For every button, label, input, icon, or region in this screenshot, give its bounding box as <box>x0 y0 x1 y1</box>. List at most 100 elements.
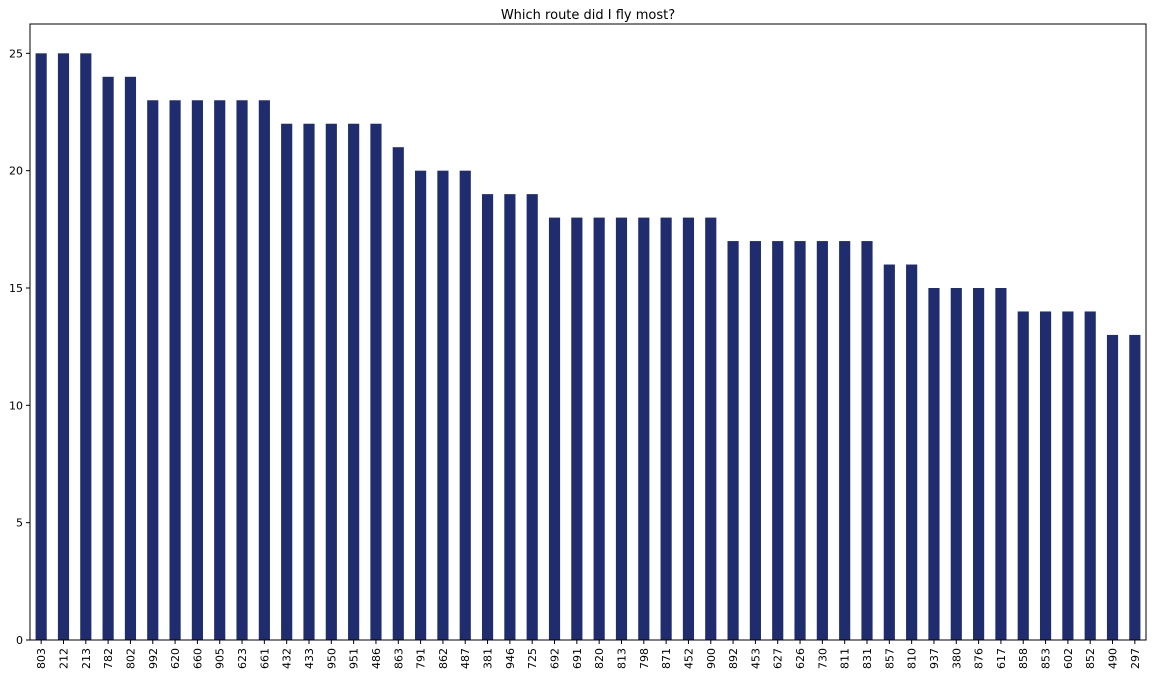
y-tick-label: 10 <box>9 399 23 412</box>
x-tick-label: 380 <box>950 648 963 669</box>
bar-863 <box>392 147 404 640</box>
bar-433 <box>303 123 315 641</box>
x-tick-label: 791 <box>415 648 428 669</box>
x-tick-label: 660 <box>191 648 204 669</box>
bar-992 <box>147 100 159 640</box>
bar-623 <box>236 100 248 640</box>
x-tick-label: 213 <box>80 648 93 669</box>
x-tick-label: 992 <box>147 648 160 669</box>
bar-213 <box>80 53 92 640</box>
x-tick-label: 782 <box>102 648 115 669</box>
bar-660 <box>191 100 203 640</box>
x-tick-label: 487 <box>459 648 472 669</box>
x-tick-label: 803 <box>35 648 48 669</box>
x-tick-label: 951 <box>348 648 361 669</box>
x-tick-label: 297 <box>1129 648 1142 669</box>
x-tick-label: 863 <box>392 648 405 669</box>
bar-486 <box>370 123 382 641</box>
x-tick-label: 212 <box>57 648 70 669</box>
bar-661 <box>258 100 270 640</box>
x-tick-label: 946 <box>504 648 517 669</box>
bar-858 <box>1017 311 1029 640</box>
x-tick-label: 617 <box>995 648 1008 669</box>
x-tick-label: 620 <box>169 648 182 669</box>
bar-617 <box>995 288 1007 640</box>
bar-810 <box>906 264 918 640</box>
x-tick-label: 852 <box>1084 648 1097 669</box>
bar-852 <box>1084 311 1096 640</box>
x-tick-label: 858 <box>1017 648 1030 669</box>
x-tick-label: 862 <box>437 648 450 669</box>
bar-811 <box>839 241 851 640</box>
bar-782 <box>102 76 114 641</box>
x-tick-label: 813 <box>615 648 628 669</box>
y-tick-label: 20 <box>9 165 23 178</box>
x-tick-label: 802 <box>124 648 137 669</box>
bar-691 <box>571 217 583 640</box>
x-tick-label: 900 <box>705 648 718 669</box>
bar-490 <box>1106 334 1119 640</box>
x-tick-label: 892 <box>727 648 740 669</box>
bar-627 <box>772 241 784 640</box>
x-tick-label: 820 <box>593 648 606 669</box>
x-tick-label: 857 <box>883 648 896 669</box>
bar-831 <box>861 241 873 640</box>
y-tick-label: 25 <box>9 47 23 60</box>
y-axis: 0 5 10 15 20 25 <box>9 47 30 647</box>
bar-297 <box>1129 334 1141 640</box>
bar-452 <box>682 217 695 640</box>
x-tick-label: 453 <box>749 648 762 669</box>
bar-951 <box>348 123 360 641</box>
bar-892 <box>727 241 739 640</box>
plot-frame <box>29 23 1147 641</box>
x-tick-label: 661 <box>258 648 271 669</box>
x-tick-label: 950 <box>325 648 338 669</box>
bar-432 <box>281 123 293 641</box>
x-tick-label: 725 <box>526 648 539 669</box>
bar-853 <box>1039 311 1052 640</box>
y-tick-label: 5 <box>16 517 23 530</box>
x-tick-label: 452 <box>682 648 695 669</box>
x-tick-label: 937 <box>928 648 941 669</box>
x-tick-label: 730 <box>816 648 829 669</box>
x-tick-label: 602 <box>1062 648 1075 669</box>
bar-453 <box>749 241 761 640</box>
bar-602 <box>1062 311 1074 640</box>
bar-862 <box>437 170 449 641</box>
bar-730 <box>816 241 828 640</box>
bar-813 <box>615 217 628 640</box>
x-tick-label: 853 <box>1040 648 1053 669</box>
x-tick-label: 810 <box>906 648 919 669</box>
x-tick-label: 692 <box>549 648 562 669</box>
y-tick-label: 0 <box>16 634 23 647</box>
x-tick-label: 433 <box>303 648 316 669</box>
bar-950 <box>325 123 337 641</box>
x-tick-label: 627 <box>772 648 785 669</box>
x-axis: 803 212 213 782 802 992 620 660 905 623 661 432 433 9… <box>35 640 1142 669</box>
bar-626 <box>794 241 806 640</box>
bar-380 <box>950 288 962 640</box>
x-tick-label: 831 <box>861 648 874 669</box>
bar-381 <box>481 194 494 640</box>
bar-857 <box>883 264 895 640</box>
x-tick-label: 876 <box>973 648 986 669</box>
bar-620 <box>169 100 181 640</box>
x-tick-label: 691 <box>571 648 584 669</box>
bar-820 <box>593 217 605 640</box>
x-tick-label: 626 <box>794 648 807 669</box>
x-tick-label: 623 <box>236 648 249 669</box>
x-tick-label: 798 <box>638 648 651 669</box>
bar-900 <box>705 217 717 640</box>
x-tick-label: 905 <box>214 648 227 669</box>
bar-212 <box>57 53 70 640</box>
bar-798 <box>638 217 650 640</box>
x-tick-label: 871 <box>660 648 673 669</box>
bar-487 <box>459 170 471 641</box>
bar-876 <box>973 288 985 640</box>
bar-725 <box>526 194 538 640</box>
bar-937 <box>928 288 940 640</box>
bar-871 <box>660 217 672 640</box>
x-tick-label: 811 <box>839 648 852 669</box>
